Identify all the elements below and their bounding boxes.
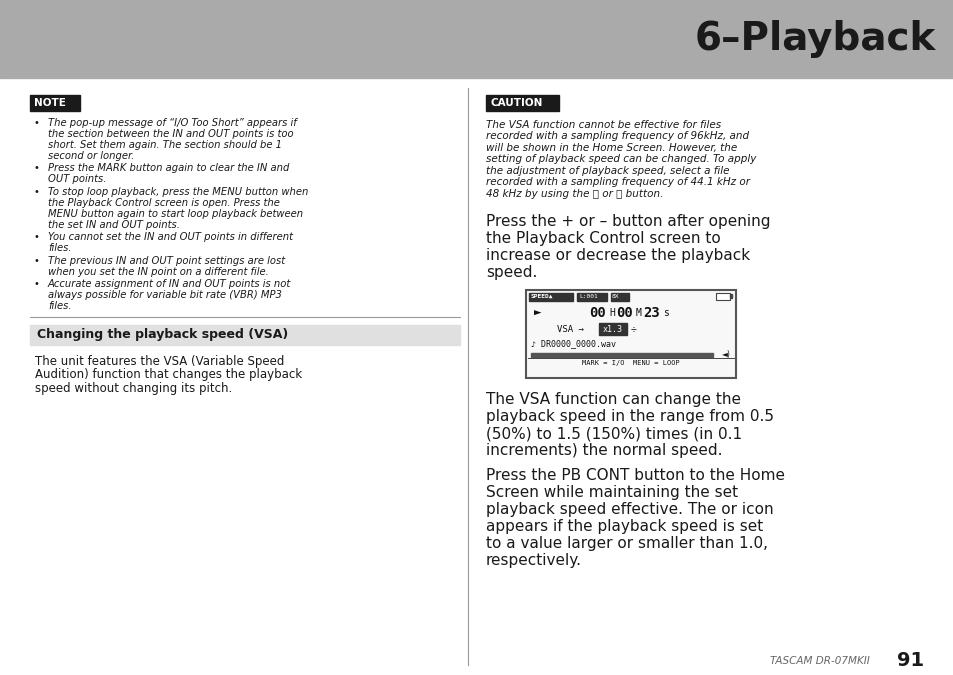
Text: respectively.: respectively. — [485, 553, 581, 568]
Text: files.: files. — [48, 243, 71, 253]
Text: recorded with a sampling frequency of 44.1 kHz or: recorded with a sampling frequency of 44… — [485, 177, 749, 187]
Text: SPEED▲: SPEED▲ — [531, 294, 553, 299]
Text: playback speed effective. The or icon: playback speed effective. The or icon — [485, 502, 773, 517]
Text: TASCAM DR-07MKII: TASCAM DR-07MKII — [769, 656, 869, 666]
Text: short. Set them again. The section should be 1: short. Set them again. The section shoul… — [48, 140, 282, 150]
Text: increase or decrease the playback: increase or decrease the playback — [485, 248, 749, 263]
Text: OUT points.: OUT points. — [48, 174, 107, 184]
Text: will be shown in the Home Screen. However, the: will be shown in the Home Screen. Howeve… — [485, 142, 737, 153]
Text: speed without changing its pitch.: speed without changing its pitch. — [35, 381, 232, 395]
Text: •: • — [34, 279, 40, 289]
Text: second or longer.: second or longer. — [48, 151, 134, 161]
Text: recorded with a sampling frequency of 96kHz, and: recorded with a sampling frequency of 96… — [485, 131, 748, 141]
Text: MENU button again to start loop playback between: MENU button again to start loop playback… — [48, 209, 303, 219]
Text: the adjustment of playback speed, select a file: the adjustment of playback speed, select… — [485, 165, 729, 176]
Text: 91: 91 — [896, 651, 923, 670]
Text: 23: 23 — [642, 306, 659, 320]
Text: The previous IN and OUT point settings are lost: The previous IN and OUT point settings a… — [48, 256, 285, 266]
Text: H: H — [608, 308, 615, 318]
Bar — [598, 323, 626, 335]
Bar — [716, 293, 729, 300]
Text: the set IN and OUT points.: the set IN and OUT points. — [48, 219, 180, 230]
Text: the Playback Control screen is open. Press the: the Playback Control screen is open. Pre… — [48, 198, 279, 208]
Text: speed.: speed. — [485, 265, 537, 280]
Bar — [610, 293, 628, 301]
Text: CAUTION: CAUTION — [491, 98, 543, 107]
Text: increments) the normal speed.: increments) the normal speed. — [485, 443, 721, 458]
Text: ÷: ÷ — [630, 324, 637, 334]
Text: s: s — [662, 308, 668, 318]
Text: NOTE: NOTE — [34, 98, 66, 107]
Text: ◄): ◄) — [721, 350, 730, 358]
Bar — [577, 293, 606, 301]
Text: The unit features the VSA (Variable Speed: The unit features the VSA (Variable Spee… — [35, 354, 284, 368]
Text: 00: 00 — [588, 306, 605, 320]
Text: •: • — [34, 163, 40, 173]
Text: ►: ► — [534, 306, 541, 320]
Text: •: • — [34, 117, 40, 128]
Bar — [529, 293, 573, 301]
Text: The VSA function can change the: The VSA function can change the — [485, 392, 740, 407]
Text: Changing the playback speed (VSA): Changing the playback speed (VSA) — [37, 328, 288, 341]
Text: M: M — [636, 308, 641, 318]
Text: (50%) to 1.5 (150%) times (in 0.1: (50%) to 1.5 (150%) times (in 0.1 — [485, 426, 741, 441]
Text: files.: files. — [48, 301, 71, 311]
Text: L:001: L:001 — [578, 294, 598, 299]
Bar — [30, 95, 80, 111]
Text: appears if the playback speed is set: appears if the playback speed is set — [485, 519, 762, 534]
Bar — [531, 353, 712, 357]
Text: •: • — [34, 186, 40, 196]
Text: setting of playback speed can be changed. To apply: setting of playback speed can be changed… — [485, 154, 756, 164]
Text: Audition) function that changes the playback: Audition) function that changes the play… — [35, 368, 302, 381]
Text: •: • — [34, 232, 40, 242]
Text: To stop loop playback, press the MENU button when: To stop loop playback, press the MENU bu… — [48, 186, 308, 196]
Text: Screen while maintaining the set: Screen while maintaining the set — [485, 485, 738, 500]
Text: ♪ DR0000_0000.wav: ♪ DR0000_0000.wav — [531, 339, 616, 348]
Text: 6–Playback: 6–Playback — [694, 20, 935, 58]
Text: x1.3: x1.3 — [602, 325, 622, 333]
Text: The pop-up message of “I/O Too Short” appears if: The pop-up message of “I/O Too Short” ap… — [48, 117, 296, 128]
Text: The VSA function cannot be effective for files: The VSA function cannot be effective for… — [485, 119, 720, 130]
Text: always possible for variable bit rate (VBR) MP3: always possible for variable bit rate (V… — [48, 290, 281, 300]
Text: when you set the IN point on a different file.: when you set the IN point on a different… — [48, 267, 269, 277]
Text: Press the MARK button again to clear the IN and: Press the MARK button again to clear the… — [48, 163, 289, 173]
Text: Accurate assignment of IN and OUT points is not: Accurate assignment of IN and OUT points… — [48, 279, 291, 289]
Text: •: • — [34, 256, 40, 266]
Text: MARK = I/O  MENU = LOOP: MARK = I/O MENU = LOOP — [581, 360, 679, 366]
Text: Press the PB CONT button to the Home: Press the PB CONT button to the Home — [485, 468, 784, 483]
Text: You cannot set the IN and OUT points in different: You cannot set the IN and OUT points in … — [48, 232, 293, 242]
Bar — [30, 325, 459, 345]
Text: VSA →: VSA → — [557, 325, 583, 333]
Bar — [729, 294, 731, 298]
Bar — [485, 95, 558, 111]
Text: 48 kHz by using the ⏮ or ⏭ button.: 48 kHz by using the ⏮ or ⏭ button. — [485, 188, 662, 198]
Text: 8X: 8X — [612, 294, 618, 299]
Text: to a value larger or smaller than 1.0,: to a value larger or smaller than 1.0, — [485, 536, 767, 551]
Text: Press the + or – button after opening: Press the + or – button after opening — [485, 214, 770, 229]
Text: the section between the IN and OUT points is too: the section between the IN and OUT point… — [48, 129, 294, 138]
Text: playback speed in the range from 0.5: playback speed in the range from 0.5 — [485, 409, 773, 424]
FancyBboxPatch shape — [525, 290, 735, 378]
Bar — [0, 0, 953, 78]
Text: the Playback Control screen to: the Playback Control screen to — [485, 231, 720, 246]
Text: 00: 00 — [616, 306, 632, 320]
